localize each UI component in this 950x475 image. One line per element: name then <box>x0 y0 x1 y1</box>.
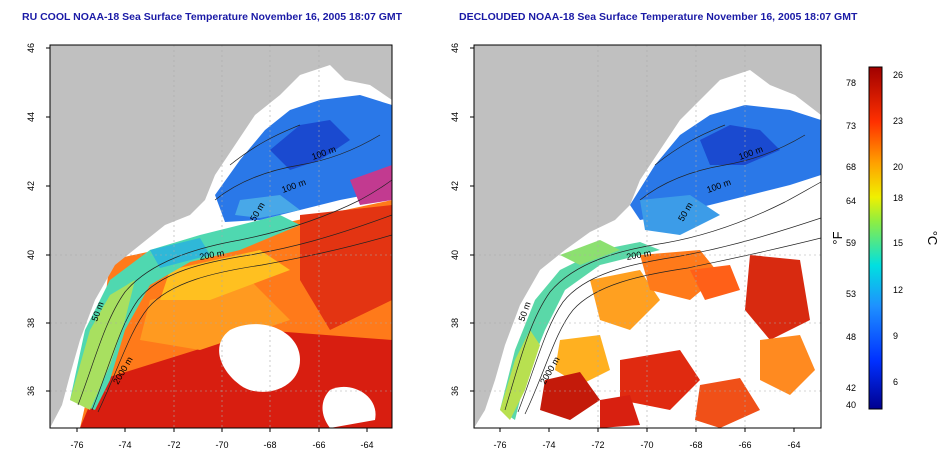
lon-tick: -70 <box>215 440 228 450</box>
left-map: 100 m 100 m 50 m 200 m 50 m 2000 m 46 44… <box>26 43 393 450</box>
f-tick: 53 <box>846 289 856 299</box>
map-title-right: DECLOUDED NOAA-18 Sea Surface Temperatur… <box>459 11 858 23</box>
lat-tick: 36 <box>450 386 460 396</box>
f-tick: 48 <box>846 332 856 342</box>
lon-tick: -74 <box>542 440 555 450</box>
celsius-unit-label: °C <box>925 231 940 246</box>
c-tick: 20 <box>893 162 903 172</box>
c-tick: 23 <box>893 116 903 126</box>
contour-label: 200 m <box>626 248 652 262</box>
lat-tick: 36 <box>26 386 36 396</box>
fahrenheit-ticks: 78 73 68 64 59 53 48 42 40 <box>846 78 856 410</box>
lat-tick: 38 <box>26 318 36 328</box>
colorbar: 78 73 68 64 59 53 48 42 40 26 23 20 18 1… <box>830 66 940 410</box>
right-lon-axis: -76 -74 -72 -70 -68 -66 -64 <box>493 440 800 450</box>
lon-tick: -64 <box>787 440 800 450</box>
lon-tick: -66 <box>738 440 751 450</box>
f-tick: 40 <box>846 400 856 410</box>
f-tick: 68 <box>846 162 856 172</box>
lat-tick: 42 <box>450 181 460 191</box>
lon-tick: -72 <box>591 440 604 450</box>
lat-tick: 40 <box>450 250 460 260</box>
f-tick: 42 <box>846 383 856 393</box>
colorbar-gradient <box>868 66 883 410</box>
f-tick: 59 <box>846 238 856 248</box>
lon-tick: -64 <box>360 440 373 450</box>
c-tick: 9 <box>893 331 898 341</box>
lon-tick: -68 <box>689 440 702 450</box>
lon-tick: -68 <box>263 440 276 450</box>
c-tick: 12 <box>893 285 903 295</box>
contour-label: 200 m <box>199 248 225 262</box>
c-tick: 26 <box>893 70 903 80</box>
right-land <box>474 45 821 428</box>
left-land <box>50 45 392 428</box>
f-tick: 78 <box>846 78 856 88</box>
left-lon-axis: -76 -74 -72 -70 -68 -66 -64 <box>70 440 373 450</box>
map-title-left: RU COOL NOAA-18 Sea Surface Temperature … <box>22 11 403 23</box>
lat-tick: 44 <box>26 112 36 122</box>
c-tick: 18 <box>893 193 903 203</box>
lon-tick: -66 <box>312 440 325 450</box>
left-lat-axis: 46 44 42 40 38 36 <box>26 43 36 396</box>
lat-tick: 38 <box>450 318 460 328</box>
lat-tick: 46 <box>450 43 460 53</box>
right-lat-axis: 46 44 42 40 38 36 <box>450 43 460 396</box>
lat-tick: 46 <box>26 43 36 53</box>
lon-tick: -76 <box>493 440 506 450</box>
lon-tick: -72 <box>167 440 180 450</box>
fahrenheit-unit-label: °F <box>830 231 845 244</box>
c-tick: 15 <box>893 238 903 248</box>
f-tick: 64 <box>846 196 856 206</box>
lat-tick: 40 <box>26 250 36 260</box>
right-warm-patch <box>590 270 660 330</box>
lat-tick: 42 <box>26 181 36 191</box>
celsius-ticks: 26 23 20 18 15 12 9 6 <box>893 70 903 387</box>
lon-tick: -76 <box>70 440 83 450</box>
c-tick: 6 <box>893 377 898 387</box>
f-tick: 73 <box>846 121 856 131</box>
lat-tick: 44 <box>450 112 460 122</box>
right-map: 100 m 100 m 50 m 200 m 50 m 2000 m 46 44… <box>450 43 822 450</box>
lon-tick: -70 <box>640 440 653 450</box>
lon-tick: -74 <box>118 440 131 450</box>
